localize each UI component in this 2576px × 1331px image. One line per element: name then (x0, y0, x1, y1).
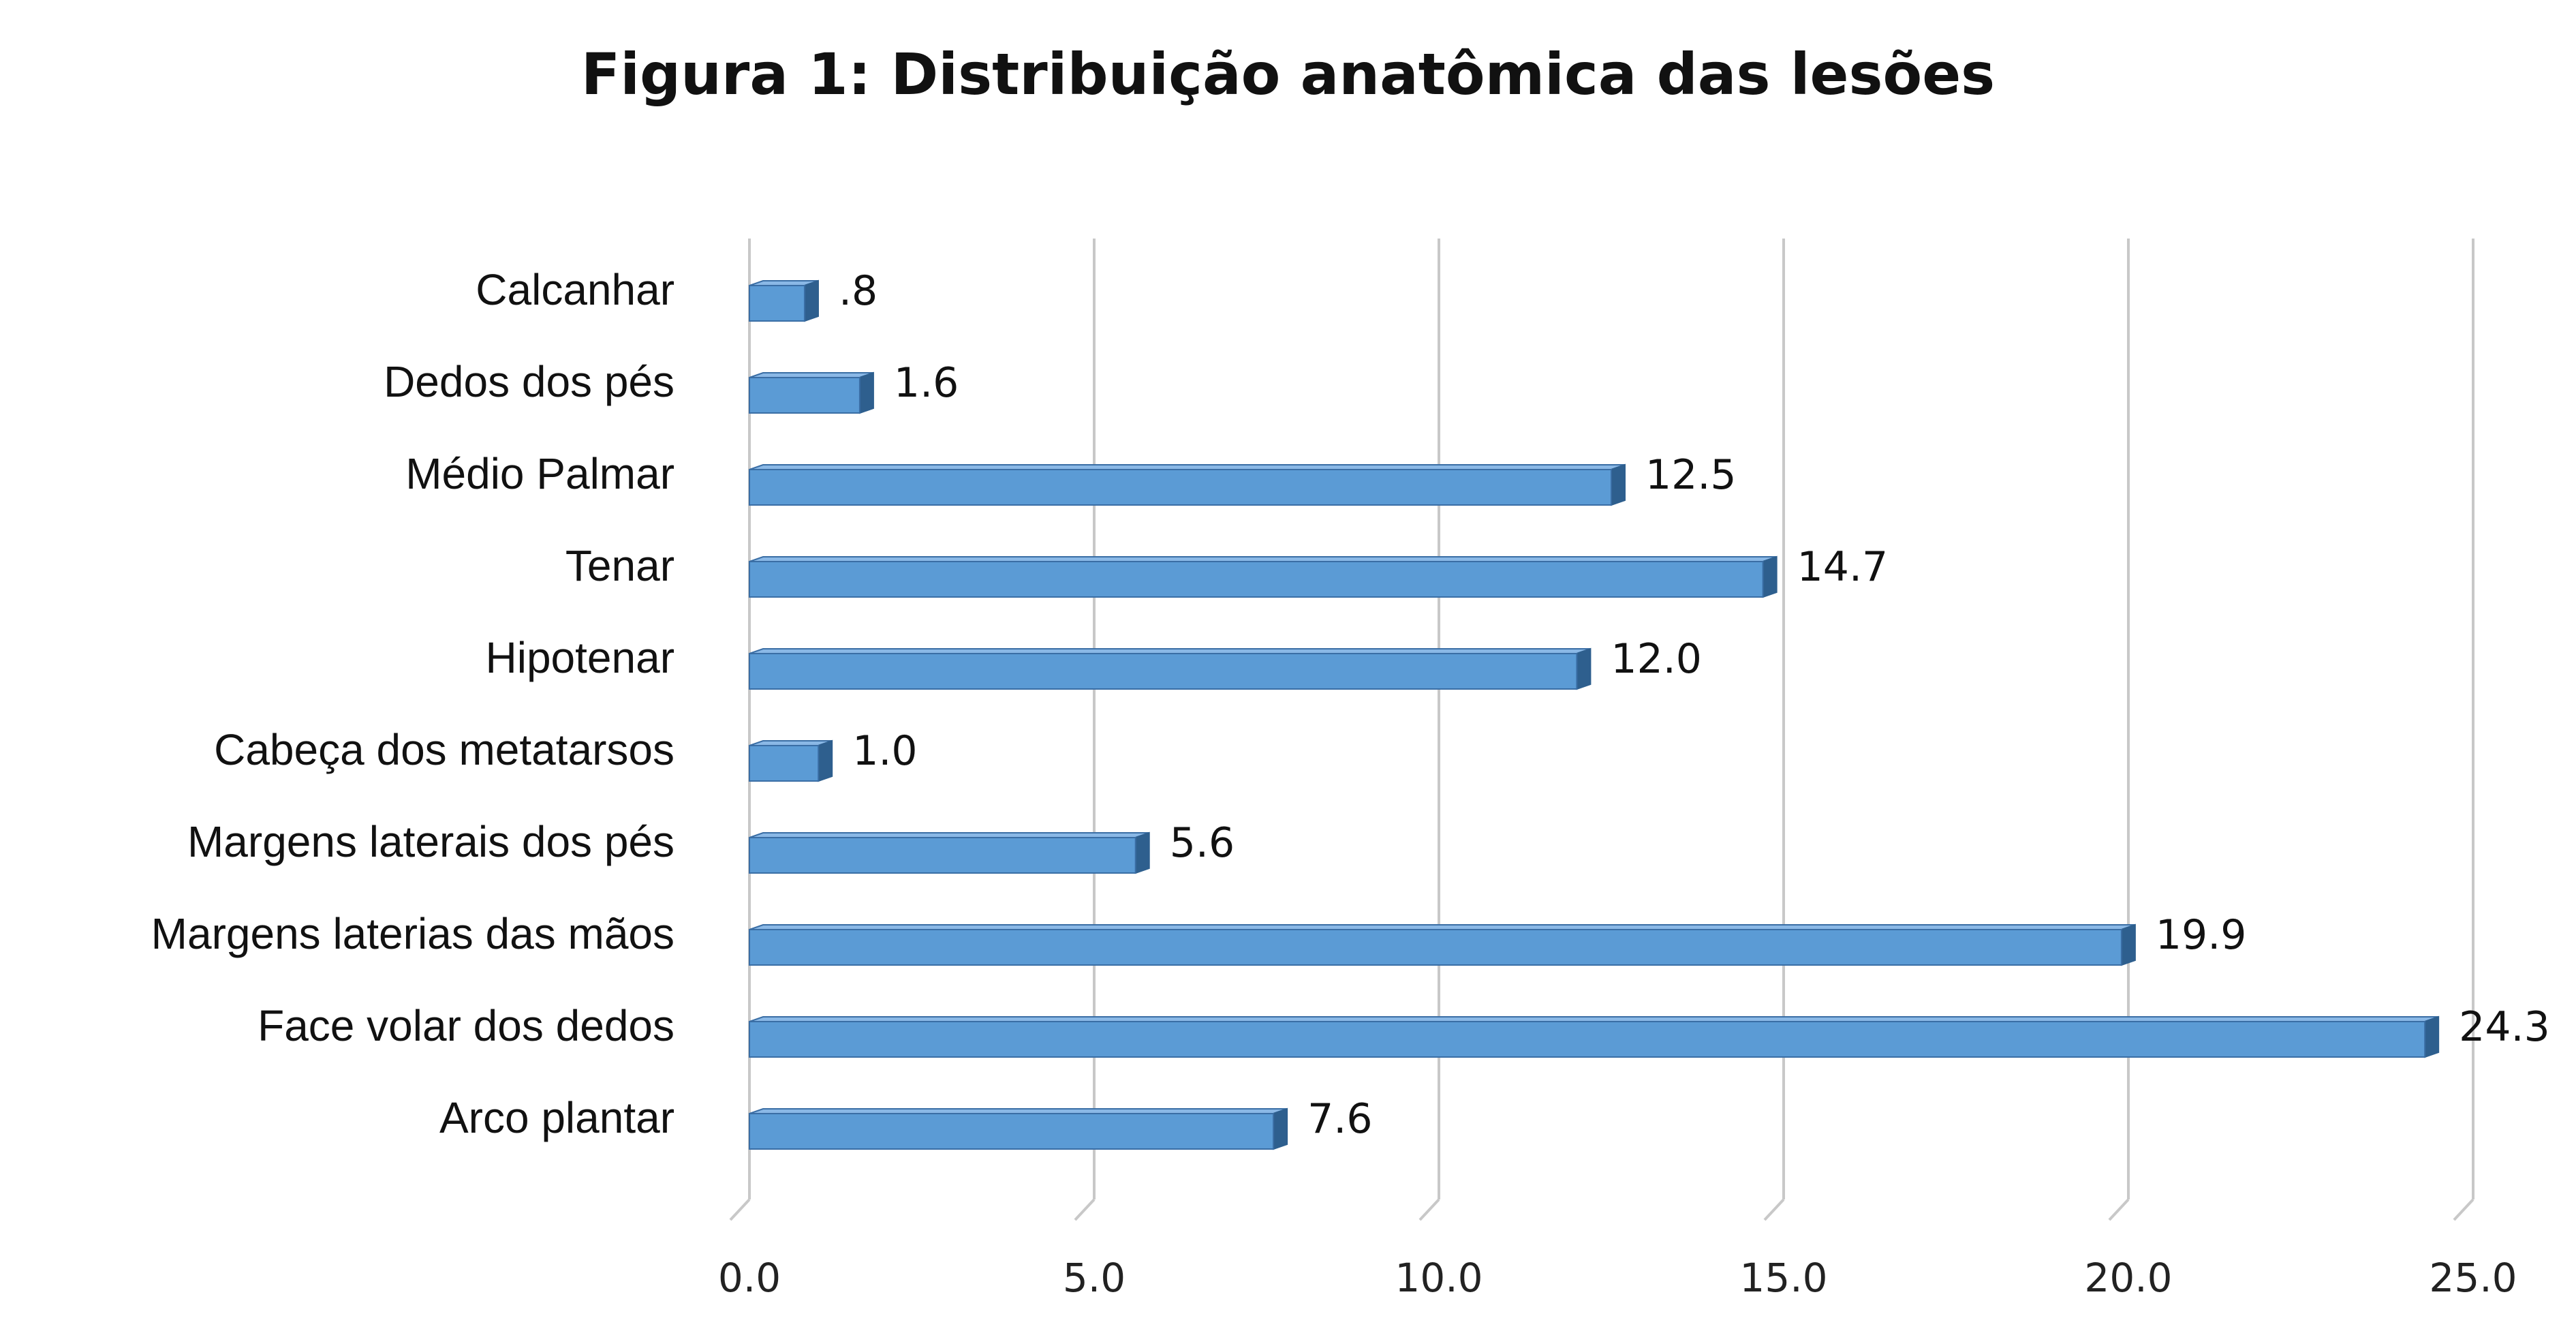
x-tick-label: 5.0 (1063, 1255, 1126, 1301)
bar-side-face (2120, 923, 2136, 966)
gridline-foot (2453, 1198, 2474, 1221)
chart-title: Figura 1: Distribuição anatômica das les… (580, 41, 1996, 108)
bar (749, 469, 1612, 506)
gridline-foot (1418, 1198, 1440, 1221)
data-label: 5.6 (1170, 819, 1235, 867)
bar (749, 377, 860, 414)
x-tick-label: 0.0 (718, 1255, 781, 1301)
x-tick-label: 20.0 (2084, 1255, 2172, 1301)
bar-side-face (803, 279, 819, 322)
category-label: Médio Palmar (405, 449, 674, 498)
bar-side-face (1611, 463, 1626, 506)
category-label: Margens laterais dos pés (187, 817, 674, 866)
bar-side-face (1762, 555, 1778, 598)
category-label: Hipotenar (486, 633, 675, 682)
category-label: Tenar (565, 541, 674, 590)
gridline-foot (729, 1198, 751, 1221)
bar (749, 653, 1578, 690)
bar-top-face (749, 1016, 2439, 1022)
bar-top-face (749, 464, 1626, 470)
category-label: Margens laterias das mãos (151, 909, 674, 958)
x-tick-label: 10.0 (1395, 1255, 1483, 1301)
bar (749, 561, 1764, 598)
x-axis-tick-labels: 0.0 5.0 10.0 15.0 20.0 25.0 (718, 1255, 2517, 1301)
category-label: Face volar dos dedos (258, 1001, 674, 1050)
gridline-foot (1763, 1198, 1785, 1221)
grid-lines (729, 239, 2474, 1221)
bar-side-face (1576, 647, 1592, 690)
bar (749, 837, 1136, 874)
bar-top-face (749, 648, 1591, 654)
bar (749, 285, 805, 322)
bar (749, 1113, 1275, 1150)
data-label: 1.0 (852, 727, 917, 775)
data-label: 24.3 (2459, 1003, 2550, 1051)
bar (749, 1021, 2426, 1058)
data-label: .8 (839, 267, 878, 315)
data-label: 14.7 (1797, 543, 1889, 591)
data-label: 1.6 (894, 359, 959, 407)
data-label: 12.0 (1611, 635, 1702, 683)
x-tick-label: 25.0 (2429, 1255, 2517, 1301)
bar-top-face (749, 372, 874, 378)
bar-side-face (1134, 831, 1150, 874)
bar-side-face (858, 371, 874, 414)
category-label: Cabeça dos metatarsos (214, 725, 674, 774)
bar (749, 929, 2122, 966)
x-tick-label: 15.0 (1739, 1255, 1827, 1301)
category-label: Arco plantar (439, 1093, 674, 1142)
data-label: 19.9 (2156, 911, 2247, 959)
bar-top-face (749, 832, 1150, 838)
bars (749, 279, 2440, 1150)
data-labels: .8 1.6 12.5 14.7 12.0 1.0 5.6 19.9 24.3 7.6 (839, 267, 2550, 1143)
bar-top-face (749, 556, 1777, 562)
bar-top-face (749, 924, 2136, 930)
gridline-foot (2108, 1198, 2130, 1221)
bar-side-face (818, 739, 833, 782)
category-label: Dedos dos pés (384, 357, 674, 406)
gridline-foot (1074, 1198, 1096, 1221)
bar (749, 745, 820, 782)
data-label: 7.6 (1307, 1095, 1372, 1143)
bar-side-face (1273, 1107, 1288, 1150)
category-labels: Calcanhar Dedos dos pés Médio Palmar Tenar H… (151, 265, 674, 1142)
bar-top-face (749, 1108, 1288, 1114)
data-label: 12.5 (1645, 451, 1737, 499)
bar-side-face (2424, 1015, 2440, 1058)
category-label: Calcanhar (476, 265, 674, 314)
